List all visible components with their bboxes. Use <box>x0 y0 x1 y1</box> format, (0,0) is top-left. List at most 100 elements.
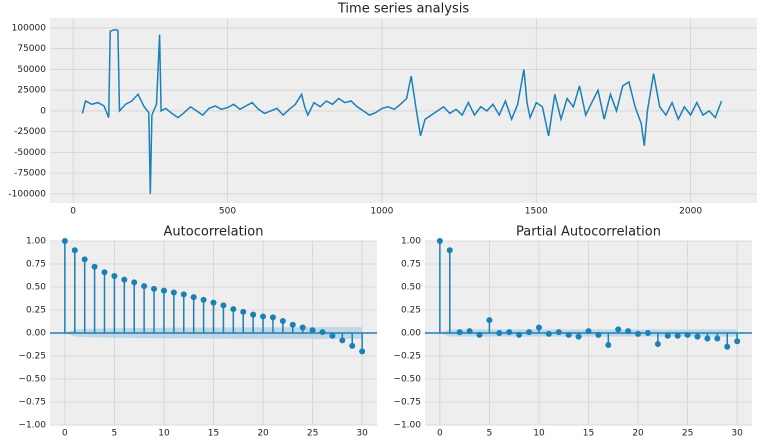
y-tick-label: −0.50 <box>393 375 421 385</box>
stem-marker <box>250 311 257 318</box>
stem-marker <box>170 289 177 296</box>
stem-marker <box>131 279 138 286</box>
stem-marker <box>585 328 592 335</box>
x-tick-label: 5 <box>487 429 493 439</box>
stem-marker <box>121 276 128 283</box>
stem-marker <box>714 335 721 342</box>
stem-marker <box>446 247 453 254</box>
y-tick-label: 100000 <box>12 23 47 33</box>
stem-marker <box>190 294 197 301</box>
stem-marker <box>615 326 622 333</box>
y-tick-label: 25000 <box>17 86 46 96</box>
x-tick-label: 0 <box>62 429 68 439</box>
stem-marker <box>200 296 207 303</box>
stem-marker <box>476 331 483 338</box>
stem-marker <box>506 329 513 336</box>
subplot-title: Autocorrelation <box>164 225 264 240</box>
plot-area <box>50 18 757 203</box>
stem-marker <box>644 330 651 336</box>
stem-marker <box>595 331 602 338</box>
stem-marker <box>91 263 98 270</box>
stem-marker <box>535 324 542 331</box>
stem-marker <box>71 247 78 254</box>
stem-marker <box>141 283 148 290</box>
subplot: Time series analysis 0 500 1000 1500 2000 -100… <box>8 2 757 217</box>
x-tick-label: 5 <box>112 429 118 439</box>
stem-marker <box>210 299 217 306</box>
stem-marker <box>724 343 731 350</box>
y-tick-label: −0.25 <box>393 352 421 362</box>
stem-marker <box>111 272 118 279</box>
y-tick-label: 0 <box>40 106 46 116</box>
y-tick-label: −1.00 <box>18 421 46 431</box>
stem-marker <box>151 285 158 292</box>
x-tick-label: 2000 <box>679 207 702 217</box>
stem-marker <box>555 329 562 336</box>
subplot: Partial Autocorrelation 0 5 10 15 20 25 30 −1.00… <box>393 225 752 439</box>
stem-marker <box>339 337 346 344</box>
stem-marker <box>436 238 443 244</box>
x-tick-label: 0 <box>437 429 443 439</box>
stem-marker <box>565 331 572 338</box>
stem-marker <box>230 306 237 313</box>
stem-marker <box>220 302 227 309</box>
stem-marker <box>526 329 533 336</box>
stem-marker <box>466 328 473 335</box>
x-tick-label: 15 <box>583 429 594 439</box>
x-tick-label: 1000 <box>370 207 393 217</box>
stem-marker <box>180 291 187 298</box>
stem-marker <box>349 342 356 349</box>
stem-marker <box>635 330 642 337</box>
x-tick-label: 500 <box>219 207 236 217</box>
stem-marker <box>101 269 108 276</box>
y-tick-label: −0.75 <box>393 398 421 408</box>
y-tick-label: 75000 <box>17 44 46 54</box>
x-tick-label: 0 <box>70 207 76 217</box>
y-tick-label: 0.25 <box>26 306 46 316</box>
x-tick-label: 20 <box>257 429 269 439</box>
stem-marker <box>734 338 741 345</box>
stem-marker <box>605 341 612 348</box>
stem-marker <box>575 333 582 340</box>
x-tick-label: 15 <box>208 429 219 439</box>
stem-marker <box>160 287 167 294</box>
y-tick-label: 0.75 <box>26 260 46 270</box>
stem-marker <box>625 328 632 335</box>
x-tick-label: 10 <box>533 429 545 439</box>
y-tick-label: 0.25 <box>401 306 421 316</box>
stem-marker <box>260 313 267 320</box>
x-tick-label: 25 <box>682 429 693 439</box>
x-tick-label: 30 <box>731 429 743 439</box>
y-tick-label: 0.00 <box>401 329 421 339</box>
y-tick-label: -75000 <box>14 169 46 179</box>
y-tick-label: −1.00 <box>393 421 421 431</box>
y-tick-label: −0.50 <box>18 375 46 385</box>
stem-marker <box>516 331 523 338</box>
x-tick-label: 20 <box>632 429 644 439</box>
y-tick-label: −0.75 <box>18 398 46 408</box>
stem-marker <box>486 317 493 324</box>
stem-marker <box>704 335 711 342</box>
y-tick-label: −0.25 <box>18 352 46 362</box>
y-tick-label: 0.75 <box>401 260 421 270</box>
stem-marker <box>81 256 88 263</box>
x-tick-label: 25 <box>307 429 318 439</box>
stem-marker <box>269 314 276 321</box>
y-tick-label: -25000 <box>14 127 46 137</box>
stem-marker <box>545 330 552 337</box>
y-tick-label: -50000 <box>14 148 46 158</box>
y-tick-label: 0.50 <box>26 283 46 293</box>
x-tick-label: 1500 <box>525 207 548 217</box>
y-tick-label: 0.00 <box>26 329 46 339</box>
stem-marker <box>61 238 68 244</box>
x-tick-label: 30 <box>356 429 368 439</box>
stem-marker <box>664 332 671 339</box>
x-tick-label: 10 <box>158 429 170 439</box>
series-line <box>81 28 723 194</box>
stem-marker <box>359 348 366 355</box>
stem-marker <box>329 332 336 339</box>
stem-marker <box>319 329 326 336</box>
y-tick-label: 1.00 <box>26 237 46 247</box>
stem-marker <box>674 332 681 339</box>
